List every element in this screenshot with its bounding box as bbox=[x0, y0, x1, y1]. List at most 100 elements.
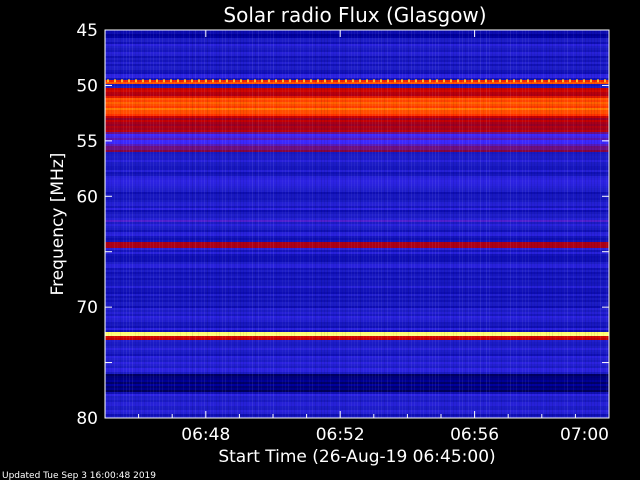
chart-title: Solar radio Flux (Glasgow) bbox=[223, 3, 486, 27]
spectrogram-row bbox=[105, 270, 609, 273]
spectrogram-streak bbox=[243, 30, 244, 418]
spectrogram-row bbox=[105, 82, 609, 85]
spectrogram-dot bbox=[233, 79, 235, 83]
spectrogram-streak bbox=[519, 30, 520, 418]
spectrogram-row bbox=[105, 92, 609, 95]
spectrogram-row bbox=[105, 268, 609, 271]
spectrogram-dot bbox=[443, 79, 445, 83]
spectrogram-streak bbox=[411, 30, 412, 418]
spectrogram-row bbox=[105, 296, 609, 299]
spectrogram-row bbox=[105, 376, 609, 379]
spectrogram-row bbox=[105, 58, 609, 61]
spectrogram-streak bbox=[360, 30, 361, 418]
spectrogram-row bbox=[105, 38, 609, 41]
spectrogram-streak bbox=[246, 30, 247, 418]
spectrogram-streak bbox=[459, 30, 460, 418]
spectrogram-row bbox=[105, 264, 609, 267]
spectrogram-streak bbox=[294, 30, 295, 418]
spectrogram-streak bbox=[537, 30, 538, 418]
spectrogram-streak bbox=[414, 30, 415, 418]
spectrogram-streak bbox=[429, 30, 430, 418]
spectrogram-dot bbox=[170, 79, 172, 83]
spectrogram-row bbox=[105, 50, 609, 53]
spectrogram-row bbox=[105, 110, 609, 113]
spectrogram-streak bbox=[123, 30, 124, 418]
spectrogram-row bbox=[105, 164, 609, 167]
spectrogram-dot bbox=[128, 79, 130, 83]
spectrogram-dot bbox=[590, 79, 592, 83]
spectrogram-row bbox=[105, 234, 609, 237]
spectrogram-row bbox=[105, 272, 609, 275]
spectrogram-dot bbox=[478, 79, 480, 83]
spectrogram-streak bbox=[474, 30, 475, 418]
spectrogram-row bbox=[105, 374, 609, 377]
spectrogram-row bbox=[105, 258, 609, 261]
spectrogram-streak bbox=[159, 30, 160, 418]
spectrogram-dot bbox=[205, 79, 207, 83]
spectrogram-row bbox=[105, 176, 609, 179]
spectrogram-streak bbox=[153, 30, 154, 418]
spectrogram-row bbox=[105, 348, 609, 351]
spectrogram-streak bbox=[576, 30, 577, 418]
spectrogram-row bbox=[105, 180, 609, 183]
plot-frame bbox=[104, 29, 610, 419]
spectrogram-dot bbox=[212, 79, 214, 83]
spectrogram-streak bbox=[339, 30, 340, 418]
spectrogram-streak bbox=[483, 30, 484, 418]
y-axis: 45 50 55 60 70 80 bbox=[76, 21, 609, 429]
spectrogram-row bbox=[105, 146, 609, 149]
spectrogram-row bbox=[105, 224, 609, 227]
spectrogram-streak bbox=[288, 30, 289, 418]
spectrogram-row bbox=[105, 124, 609, 127]
spectrogram-streak bbox=[408, 30, 409, 418]
spectrogram-streak bbox=[135, 30, 136, 418]
spectrogram-streak bbox=[141, 30, 142, 418]
spectrogram-dot bbox=[156, 79, 158, 83]
spectrogram-row bbox=[105, 66, 609, 69]
spectrogram-streak bbox=[318, 30, 319, 418]
spectrogram-streak bbox=[330, 30, 331, 418]
spectrogram-streak bbox=[234, 30, 235, 418]
spectrogram-streak bbox=[387, 30, 388, 418]
spectrogram-row bbox=[105, 396, 609, 399]
spectrogram-row bbox=[105, 314, 609, 317]
spectrogram-row bbox=[105, 352, 609, 355]
spectrogram-row bbox=[105, 318, 609, 321]
spectrogram-streak bbox=[522, 30, 523, 418]
spectrogram-dot bbox=[114, 79, 116, 83]
spectrogram-row bbox=[105, 108, 609, 111]
spectrogram-dot bbox=[527, 79, 529, 83]
spectrogram-row bbox=[105, 368, 609, 371]
spectrogram-streak bbox=[282, 30, 283, 418]
y-tick-label: 60 bbox=[76, 187, 98, 207]
spectrogram-plot-area bbox=[105, 30, 609, 418]
y-tick-label: 55 bbox=[76, 132, 98, 152]
y-axis-label: Frequency [MHz] bbox=[48, 153, 68, 296]
spectrogram-dot bbox=[317, 79, 319, 83]
spectrogram-streak bbox=[471, 30, 472, 418]
spectrogram-row bbox=[105, 392, 609, 395]
spectrogram-dot bbox=[548, 79, 550, 83]
spectrogram-streak bbox=[279, 30, 280, 418]
spectrogram-streak bbox=[588, 30, 589, 418]
spectrogram-row bbox=[105, 222, 609, 225]
spectrogram-streak bbox=[525, 30, 526, 418]
spectrogram-row bbox=[105, 72, 609, 75]
spectrogram-streak bbox=[180, 30, 181, 418]
spectrogram-row bbox=[105, 134, 609, 137]
spectrogram-dot bbox=[282, 79, 284, 83]
spectrogram-streak bbox=[477, 30, 478, 418]
spectrogram-row bbox=[105, 232, 609, 235]
spectrogram-row bbox=[105, 260, 609, 263]
spectrogram-row bbox=[105, 280, 609, 283]
spectrogram-row bbox=[105, 80, 609, 83]
spectrogram-streak bbox=[447, 30, 448, 418]
spectrogram-dot bbox=[135, 79, 137, 83]
spectrogram-streak bbox=[450, 30, 451, 418]
updated-timestamp: Updated Tue Sep 3 16:00:48 2019 bbox=[2, 471, 156, 480]
spectrogram-row bbox=[105, 384, 609, 387]
spectrogram-row bbox=[105, 300, 609, 303]
spectrogram-streak bbox=[117, 30, 118, 418]
spectrogram-streak bbox=[378, 30, 379, 418]
spectrogram-row bbox=[105, 156, 609, 159]
